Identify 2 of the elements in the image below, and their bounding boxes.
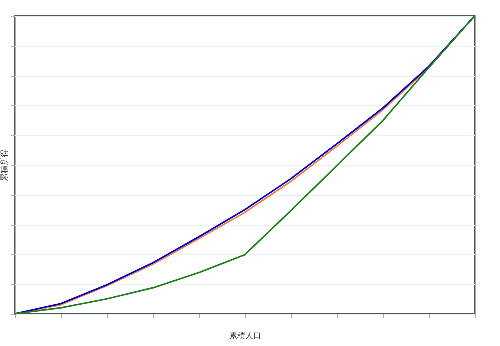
x-axis-title: 累積人口 xyxy=(230,332,262,340)
y-axis-title: 累積所得 xyxy=(0,150,9,182)
